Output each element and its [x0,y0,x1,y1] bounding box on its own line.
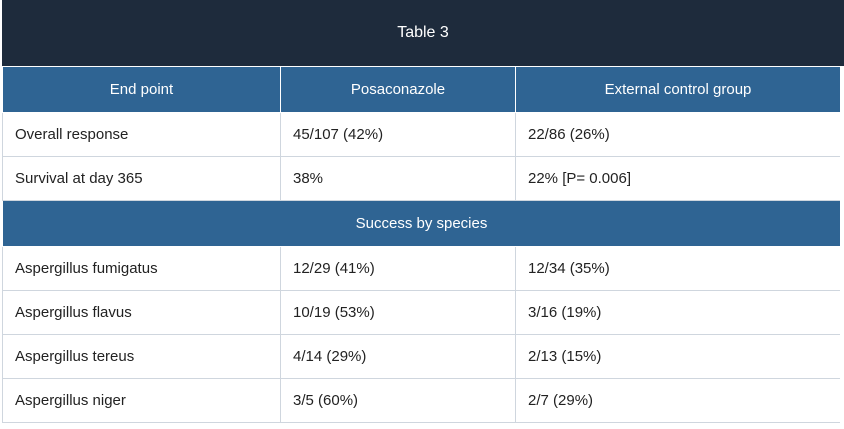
table-title: Table 3 [2,0,844,66]
cell-species: Aspergillus niger [2,378,281,423]
cell-species: Aspergillus fumigatus [2,246,281,291]
results-table: End point Posaconazole External control … [2,66,841,423]
header-posaconazole: Posaconazole [280,66,516,113]
cell-control: 3/16 (19%) [515,290,841,335]
header-row: End point Posaconazole External control … [2,66,841,113]
cell-posaconazole: 45/107 (42%) [280,112,516,157]
cell-control: 22% [P= 0.006] [515,156,841,201]
cell-endpoint: Survival at day 365 [2,156,281,201]
right-margin [840,66,844,429]
section-label: Success by species [2,200,841,247]
table-row: Survival at day 365 38% 22% [P= 0.006] [2,156,841,201]
cell-posaconazole: 10/19 (53%) [280,290,516,335]
cell-species: Aspergillus flavus [2,290,281,335]
section-row: Success by species [2,200,841,247]
cell-control: 2/7 (29%) [515,378,841,423]
cell-control: 22/86 (26%) [515,112,841,157]
table-row: Aspergillus niger 3/5 (60%) 2/7 (29%) [2,378,841,423]
table-row: Overall response 45/107 (42%) 22/86 (26%… [2,112,841,157]
cell-endpoint: Overall response [2,112,281,157]
cell-species: Aspergillus tereus [2,334,281,379]
cell-control: 2/13 (15%) [515,334,841,379]
header-end-point: End point [2,66,281,113]
table-row: Aspergillus fumigatus 12/29 (41%) 12/34 … [2,246,841,291]
cell-control: 12/34 (35%) [515,246,841,291]
cell-posaconazole: 38% [280,156,516,201]
table-row: Aspergillus flavus 10/19 (53%) 3/16 (19%… [2,290,841,335]
cell-posaconazole: 12/29 (41%) [280,246,516,291]
cell-posaconazole: 3/5 (60%) [280,378,516,423]
table-row: Aspergillus tereus 4/14 (29%) 2/13 (15%) [2,334,841,379]
cell-posaconazole: 4/14 (29%) [280,334,516,379]
header-external-control: External control group [515,66,841,113]
